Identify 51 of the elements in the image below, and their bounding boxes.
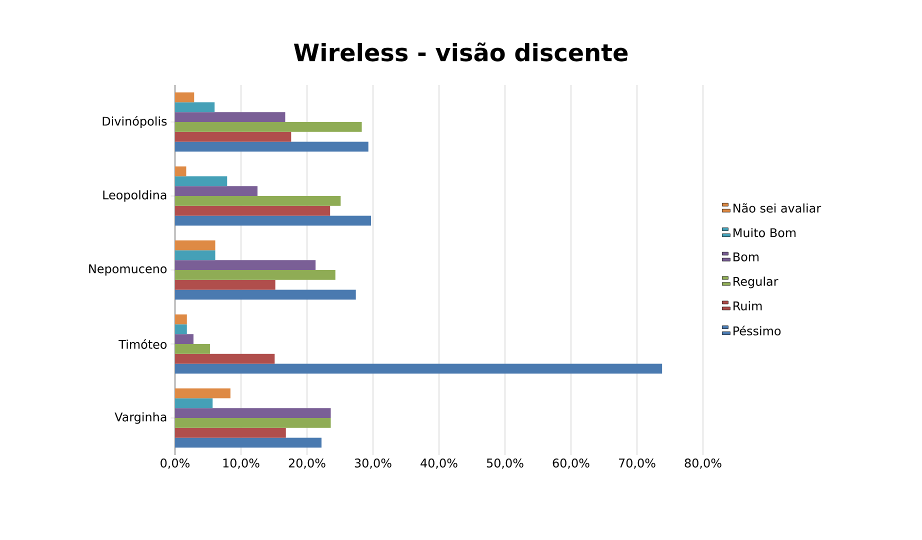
y-tick-label: Nepomuceno — [89, 264, 167, 276]
x-tick-label: 50,0% — [486, 458, 524, 469]
x-tick-label: 30,0% — [354, 458, 392, 469]
bar — [175, 364, 662, 374]
bar — [175, 102, 215, 112]
x-tick-label: 0,0% — [160, 458, 190, 469]
bar — [175, 112, 286, 122]
bar — [175, 206, 330, 216]
legend-label: Ruim — [734, 301, 762, 310]
bar — [175, 344, 210, 354]
legend-label: Não sei avaliar — [734, 203, 822, 213]
bar — [175, 354, 275, 364]
bar — [175, 428, 286, 438]
bar — [175, 260, 316, 270]
bar — [175, 142, 368, 152]
legend-label: Regular — [734, 276, 778, 288]
y-tick-label: Divinópolis — [102, 116, 167, 128]
legend-label: Bom — [734, 252, 759, 262]
bar — [175, 216, 372, 226]
bar — [175, 324, 187, 334]
y-tick-label: Timóteo — [118, 339, 167, 349]
x-tick-label: 40,0% — [420, 458, 458, 469]
x-tick-label: 70,0% — [618, 458, 656, 469]
x-tick-label: 60,0% — [552, 458, 590, 469]
bar — [175, 122, 362, 132]
bar — [175, 290, 356, 300]
bar — [175, 270, 336, 280]
x-tick-label: 80,0% — [684, 458, 722, 469]
bar — [175, 176, 228, 186]
bar — [175, 166, 186, 176]
y-tick-label: Leopoldina — [103, 190, 166, 202]
bar — [175, 92, 194, 102]
bar — [175, 398, 213, 408]
bar — [175, 408, 331, 418]
legend-label: Péssimo — [734, 326, 781, 336]
bar — [175, 132, 292, 142]
x-tick-label: 10,0% — [223, 458, 260, 469]
bar — [175, 240, 216, 250]
bar — [175, 388, 230, 398]
y-tick-label: Varginha — [114, 412, 166, 424]
bar — [175, 280, 276, 290]
bar — [175, 418, 331, 428]
bar — [175, 314, 187, 324]
bar — [175, 334, 194, 344]
legend-label: Muito Bom — [734, 228, 796, 238]
bar — [175, 438, 322, 448]
bar — [175, 250, 216, 260]
bar — [175, 186, 258, 196]
bar — [175, 196, 341, 206]
x-tick-label: 20,0% — [288, 458, 326, 469]
chart-title: Wireless - visão discente — [294, 42, 628, 62]
